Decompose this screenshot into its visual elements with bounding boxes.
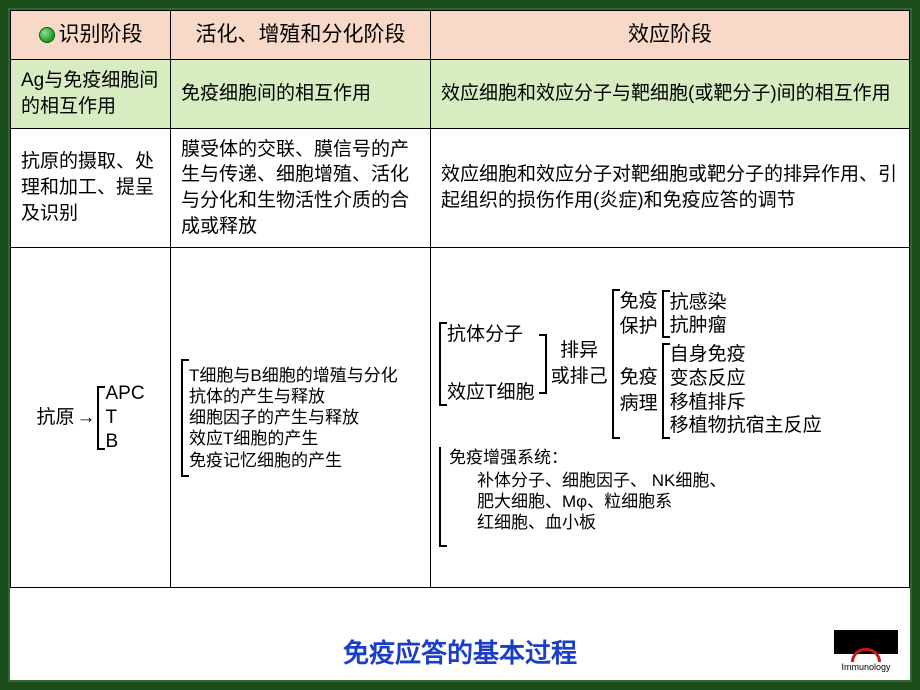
phases-table: 识别阶段 活化、增殖和分化阶段 效应阶段 Ag与免疫细胞间的相互作用 免疫细胞间… bbox=[10, 10, 910, 588]
header-row: 识别阶段 活化、增殖和分化阶段 效应阶段 bbox=[11, 11, 910, 60]
bracket-icon bbox=[97, 386, 105, 450]
desc-col1: 抗原的摄取、处理和加工、提呈及识别 bbox=[11, 128, 171, 248]
enhance-list: 补体分子、细胞因子、 NK细胞、 肥大细胞、Mφ、粒细胞系 红细胞、血小板 bbox=[449, 470, 726, 534]
list-item: APC bbox=[105, 382, 144, 406]
bracket-icon bbox=[181, 359, 189, 477]
rejection-label: 排异 或排己 bbox=[551, 338, 608, 389]
header-col1-text: 识别阶段 bbox=[59, 23, 143, 46]
list-item: 红细胞、血小板 bbox=[477, 512, 726, 533]
list-item: B bbox=[105, 430, 144, 454]
diagram-col3: 抗体分子 效应T细胞 排异 或排己 免疫 保护 抗感染 抗肿瘤 bbox=[431, 248, 910, 588]
header-col3: 效应阶段 bbox=[431, 11, 910, 60]
enhance-block: 免疫增强系统： 补体分子、细胞因子、 NK细胞、 肥大细胞、Mφ、粒细胞系 红细… bbox=[449, 447, 726, 534]
sub-col3: 效应细胞和效应分子与靶细胞(或靶分子)间的相互作用 bbox=[431, 60, 910, 128]
diagram-row: 抗原 → APC T B T细胞与B细胞的增殖与分化 抗体的产生与释放 bbox=[11, 248, 910, 588]
sub-col2: 免疫细胞间的相互作用 bbox=[171, 60, 431, 128]
outcome-groups: 免疫 保护 抗感染 抗肿瘤 免疫 病理 自身免疫 bbox=[620, 289, 822, 439]
list-item: 抗体分子 bbox=[447, 322, 535, 348]
list-item: 免疫记忆细胞的产生 bbox=[189, 450, 398, 471]
bracket-icon bbox=[439, 322, 447, 406]
pathology-list: 自身免疫 变态反应 移植排斥 移植物抗宿主反应 bbox=[670, 343, 822, 438]
process-list: T细胞与B细胞的增殖与分化 抗体的产生与释放 细胞因子的产生与释放 效应T细胞的… bbox=[189, 365, 398, 471]
list-item: 移植排斥 bbox=[670, 391, 822, 415]
sub-row: Ag与免疫细胞间的相互作用 免疫细胞间的相互作用 效应细胞和效应分子与靶细胞(或… bbox=[11, 60, 910, 128]
list-item: 效应T细胞的产生 bbox=[189, 428, 398, 449]
list-item: 抗体的产生与释放 bbox=[189, 386, 398, 407]
protect-list: 抗感染 抗肿瘤 bbox=[670, 291, 727, 339]
list-item: 细胞因子的产生与释放 bbox=[189, 407, 398, 428]
bracket-right-icon bbox=[539, 334, 547, 394]
list-item: 补体分子、细胞因子、 NK细胞、 bbox=[477, 470, 726, 491]
arrow-icon: → bbox=[76, 405, 95, 431]
header-col1: 识别阶段 bbox=[11, 11, 171, 60]
list-item: 效应T细胞 bbox=[447, 380, 535, 406]
slide-title: 免疫应答的基本过程 bbox=[10, 633, 910, 670]
list-item: 肥大细胞、Mφ、粒细胞系 bbox=[477, 491, 726, 512]
diagram-col2: T细胞与B细胞的增殖与分化 抗体的产生与释放 细胞因子的产生与释放 效应T细胞的… bbox=[171, 248, 431, 588]
list-item: 抗肿瘤 bbox=[670, 314, 727, 338]
sub-col1: Ag与免疫细胞间的相互作用 bbox=[11, 60, 171, 128]
list-item: 变态反应 bbox=[670, 367, 822, 391]
header-col2: 活化、增殖和分化阶段 bbox=[171, 11, 431, 60]
list-item: 移植物抗宿主反应 bbox=[670, 414, 822, 438]
bracket-bottom-icon bbox=[439, 447, 447, 547]
logo-text: Immunology bbox=[834, 662, 898, 672]
apc-list: APC T B bbox=[105, 382, 144, 453]
bracket-icon bbox=[662, 343, 670, 439]
desc-col3: 效应细胞和效应分子对靶细胞或靶分子的排异作用、引起组织的损伤作用(炎症)和免疫应… bbox=[431, 128, 910, 248]
bracket-icon bbox=[662, 290, 670, 338]
logo: Immunology bbox=[834, 630, 898, 672]
desc-row: 抗原的摄取、处理和加工、提呈及识别 膜受体的交联、膜信号的产生与传递、细胞增殖、… bbox=[11, 128, 910, 248]
slide: 识别阶段 活化、增殖和分化阶段 效应阶段 Ag与免疫细胞间的相互作用 免疫细胞间… bbox=[8, 8, 912, 682]
list-item: 抗感染 bbox=[670, 291, 727, 315]
diagram-col1: 抗原 → APC T B bbox=[11, 248, 171, 588]
list-item: T bbox=[105, 406, 144, 430]
bullet-icon bbox=[39, 27, 55, 43]
protect-label: 免疫 保护 bbox=[620, 289, 658, 340]
effector-list: 抗体分子 效应T细胞 bbox=[447, 322, 535, 406]
antigen-label: 抗原 bbox=[36, 405, 74, 431]
list-item: 自身免疫 bbox=[670, 343, 822, 367]
bracket-icon bbox=[612, 289, 620, 439]
pathology-label: 免疫 病理 bbox=[620, 365, 658, 416]
enhance-title: 免疫增强系统： bbox=[449, 447, 726, 470]
list-item: T细胞与B细胞的增殖与分化 bbox=[189, 365, 398, 386]
desc-col2: 膜受体的交联、膜信号的产生与传递、细胞增殖、活化与分化和生物活性介质的合成或释放 bbox=[171, 128, 431, 248]
